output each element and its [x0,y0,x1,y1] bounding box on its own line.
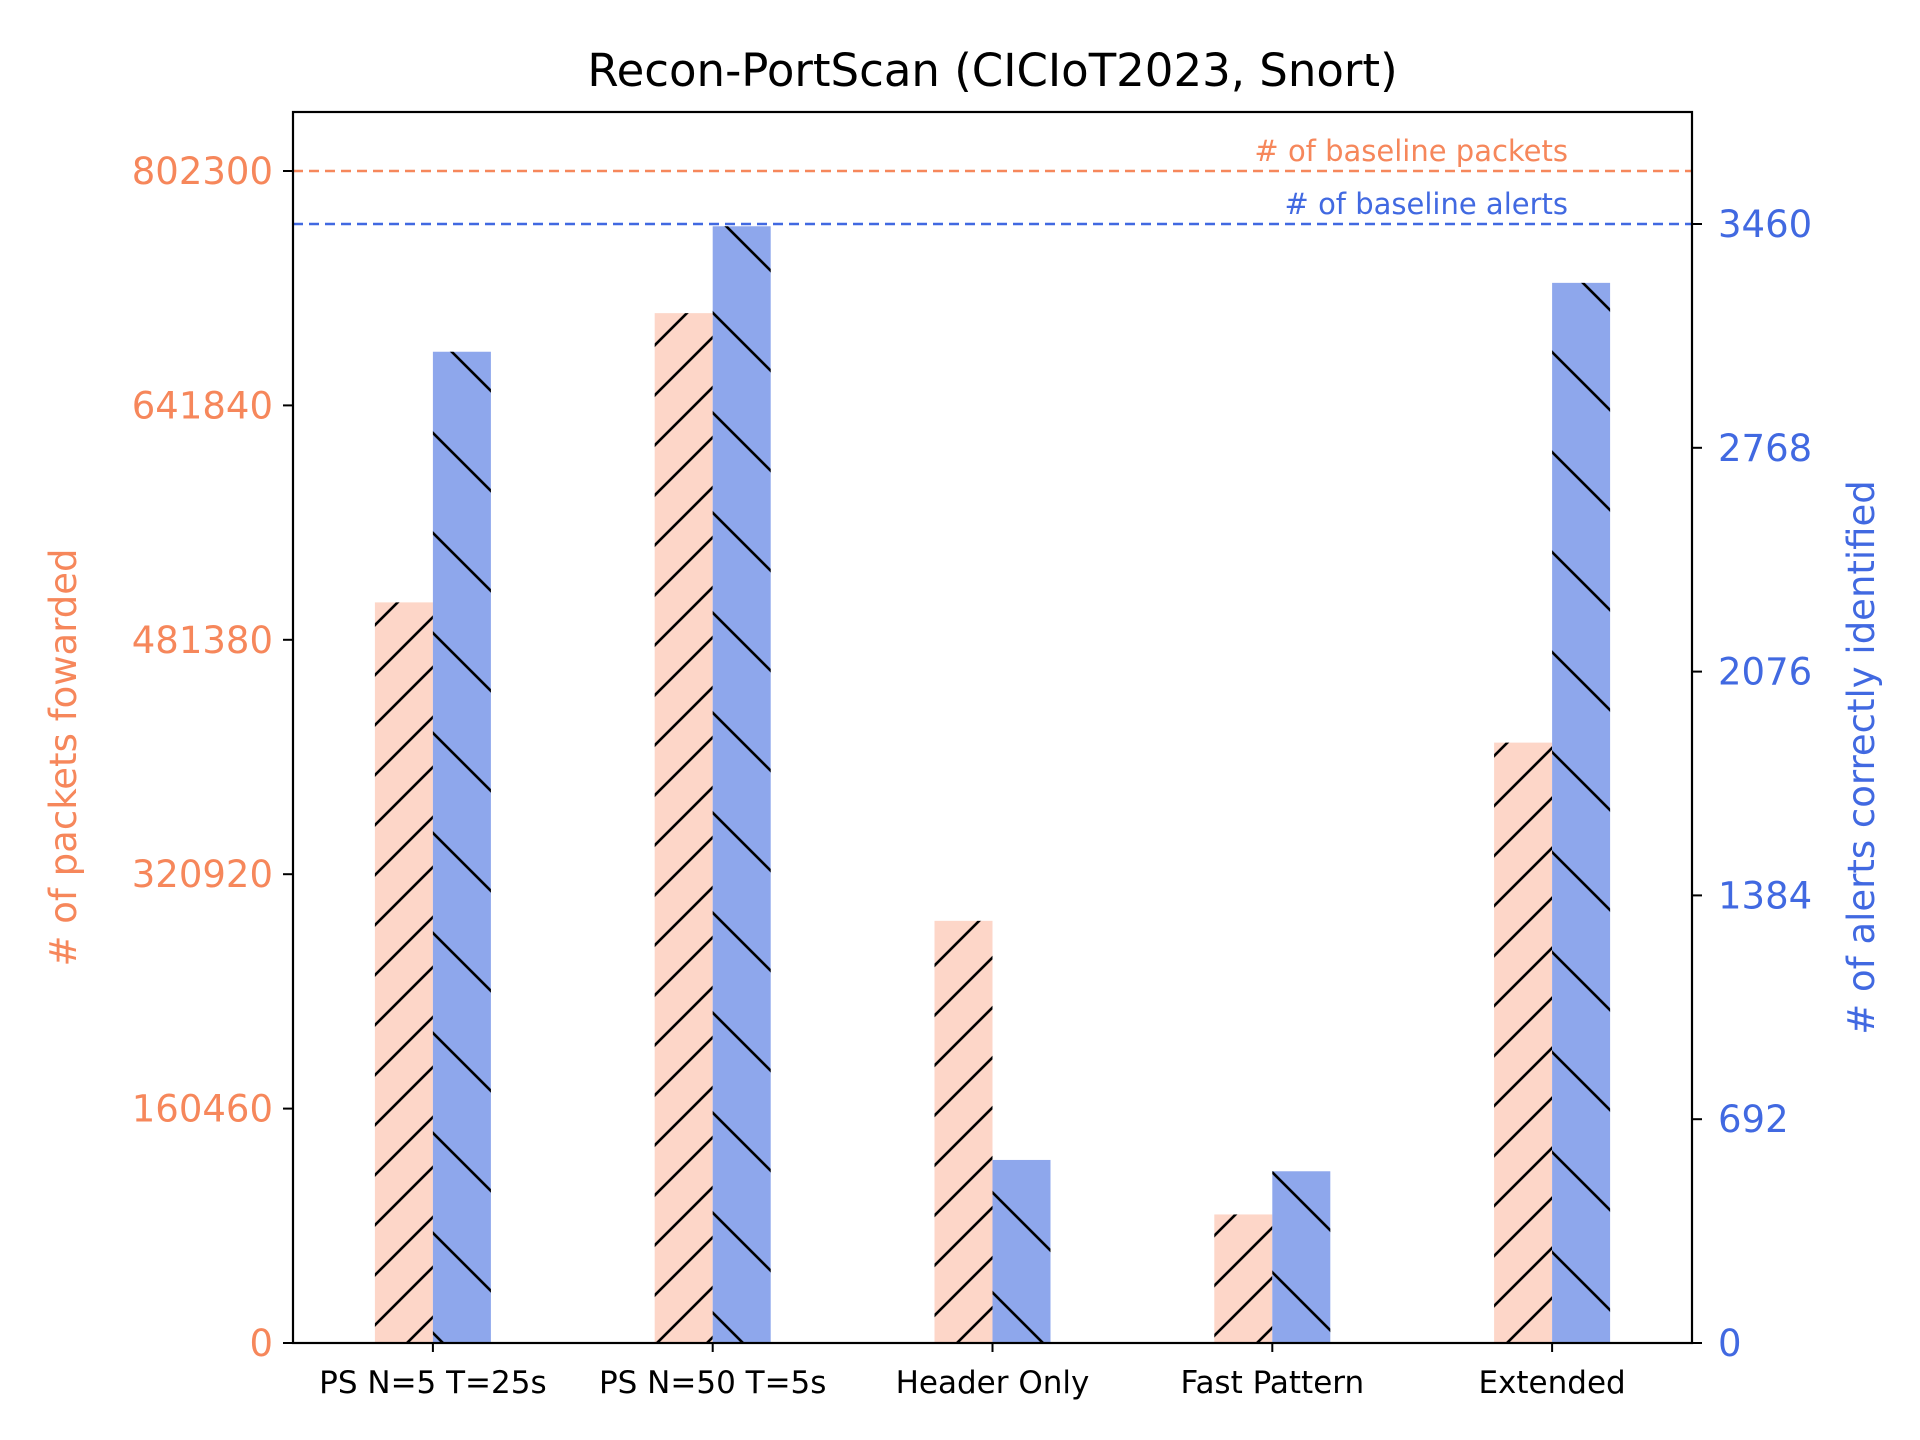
baseline-label: # of baseline alerts [1285,187,1568,221]
bar-hatch-alerts [1552,282,1611,1343]
axes: PS N=5 T=25s PS N=50 T=5s Header Only Fast … [132,110,1812,1401]
bar-hatch-packets [1214,1214,1273,1343]
x-tick-label: PS N=5 T=25s [319,1365,546,1401]
bar-hatch-alerts [992,1159,1051,1343]
y-right-tick-label: 1384 [1718,874,1812,917]
y-left-tick-label: 160460 [132,1088,273,1131]
bar-hatch-alerts [712,226,771,1343]
y-right-tick-label: 3460 [1718,203,1812,246]
y-left-tick-label: 802300 [132,150,273,193]
y-left-tick-label: 0 [249,1322,273,1365]
bar-hatch-packets [1494,742,1553,1343]
x-tick-label: Header Only [896,1365,1090,1401]
y-right-tick-label: 0 [1718,1322,1742,1365]
x-tick-label: PS N=50 T=5s [599,1365,826,1401]
bar-hatch-packets [374,602,433,1343]
baseline-lines: # of baseline packets # of baseline alert… [293,134,1692,226]
plot-frame [291,110,1694,1345]
chart-title: Recon-PortScan (CICIoT2023, Snort) [587,44,1397,97]
y-right-tick-label: 2768 [1718,427,1812,470]
y-right-tick-label: 692 [1718,1098,1789,1141]
bar-hatch-packets [934,920,993,1343]
baseline-label: # of baseline packets [1254,134,1568,168]
bar-hatch-alerts [1272,1171,1331,1343]
y-left-tick-label: 641840 [132,384,273,427]
x-tick-label: Fast Pattern [1180,1365,1364,1401]
y-axis-left-label: # of packets fowarded [42,548,85,966]
x-tick-label: Extended [1478,1365,1625,1401]
y-left-tick-label: 320920 [132,853,273,896]
y-right-tick-label: 2076 [1718,651,1812,694]
y-left-tick-label: 481380 [132,619,273,662]
y-axis-right-label: # of alerts correctly identified [1840,480,1883,1034]
bar-hatch-alerts [432,351,491,1344]
bar-hatch-packets [654,313,713,1343]
bars [374,226,1611,1344]
